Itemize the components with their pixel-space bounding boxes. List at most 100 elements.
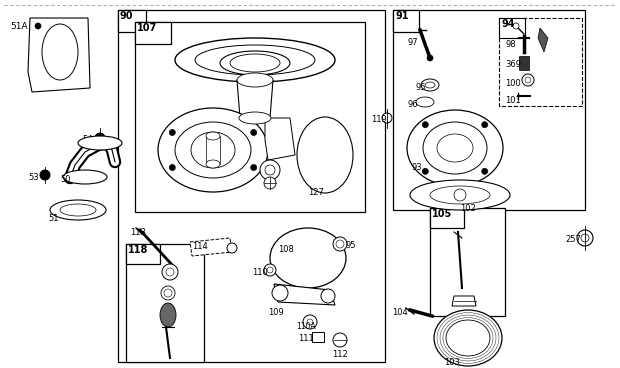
Ellipse shape <box>175 38 335 82</box>
Ellipse shape <box>423 122 487 174</box>
Circle shape <box>422 122 428 128</box>
Text: 103: 103 <box>444 358 460 367</box>
Polygon shape <box>274 284 335 305</box>
Ellipse shape <box>206 160 220 168</box>
Text: 119: 119 <box>371 115 387 124</box>
Circle shape <box>581 234 589 242</box>
Ellipse shape <box>60 204 96 216</box>
Polygon shape <box>538 28 548 52</box>
Circle shape <box>482 168 488 174</box>
Bar <box>126 244 160 264</box>
Circle shape <box>250 164 257 170</box>
Circle shape <box>382 113 392 123</box>
Text: 109: 109 <box>268 308 284 317</box>
Text: 93: 93 <box>412 163 423 172</box>
Ellipse shape <box>160 303 176 327</box>
Circle shape <box>260 160 280 180</box>
Text: 96: 96 <box>408 100 419 109</box>
Ellipse shape <box>50 200 106 220</box>
Circle shape <box>454 189 466 201</box>
Ellipse shape <box>297 117 353 193</box>
Circle shape <box>522 74 534 86</box>
Circle shape <box>482 122 488 128</box>
Polygon shape <box>452 296 476 306</box>
Text: 114: 114 <box>192 242 208 251</box>
Bar <box>118 10 146 32</box>
Text: 110: 110 <box>252 268 268 277</box>
Ellipse shape <box>191 132 235 168</box>
Bar <box>393 10 585 210</box>
Ellipse shape <box>270 228 346 288</box>
Text: 369: 369 <box>505 60 521 69</box>
Text: 111: 111 <box>298 334 314 343</box>
Ellipse shape <box>437 134 473 162</box>
Bar <box>393 10 419 32</box>
Text: 94: 94 <box>501 19 515 29</box>
Ellipse shape <box>239 112 271 124</box>
Ellipse shape <box>446 320 490 356</box>
Circle shape <box>40 170 50 180</box>
Circle shape <box>267 267 273 273</box>
Circle shape <box>513 23 519 29</box>
Bar <box>430 208 464 228</box>
Circle shape <box>525 77 531 83</box>
Text: 54: 54 <box>82 135 92 144</box>
Bar <box>118 10 385 362</box>
Ellipse shape <box>421 79 439 91</box>
Circle shape <box>95 133 105 143</box>
Polygon shape <box>190 238 232 256</box>
Polygon shape <box>237 80 273 118</box>
Text: 91: 91 <box>395 11 409 21</box>
Circle shape <box>161 286 175 300</box>
Text: 53: 53 <box>28 173 38 182</box>
Ellipse shape <box>175 122 251 178</box>
Text: 51: 51 <box>48 214 58 223</box>
Text: 50: 50 <box>60 175 71 184</box>
Text: 110A: 110A <box>296 322 316 331</box>
Text: 95: 95 <box>415 83 425 92</box>
Text: 101: 101 <box>505 96 521 105</box>
Text: 98: 98 <box>505 40 516 49</box>
Text: 127: 127 <box>308 188 324 197</box>
Ellipse shape <box>206 132 220 140</box>
Ellipse shape <box>430 186 490 204</box>
Text: 97: 97 <box>408 38 419 47</box>
Ellipse shape <box>42 24 78 80</box>
Bar <box>519 56 529 70</box>
Circle shape <box>164 289 172 297</box>
Bar <box>135 22 365 212</box>
Circle shape <box>169 164 175 170</box>
Circle shape <box>162 264 178 280</box>
Circle shape <box>264 264 276 276</box>
Polygon shape <box>265 118 295 160</box>
Bar <box>430 208 505 316</box>
Ellipse shape <box>407 110 503 186</box>
Ellipse shape <box>410 180 510 210</box>
Circle shape <box>303 315 317 329</box>
Bar <box>126 244 204 362</box>
Bar <box>135 22 171 44</box>
Text: 113: 113 <box>130 228 146 237</box>
Text: 104: 104 <box>392 308 408 317</box>
Ellipse shape <box>63 170 107 184</box>
Ellipse shape <box>230 54 280 72</box>
Ellipse shape <box>220 51 290 75</box>
Bar <box>499 18 525 38</box>
Text: 257: 257 <box>565 235 581 244</box>
Ellipse shape <box>195 45 315 75</box>
Circle shape <box>333 333 347 347</box>
Ellipse shape <box>425 82 435 88</box>
Ellipse shape <box>78 136 122 150</box>
Polygon shape <box>28 18 90 92</box>
Circle shape <box>321 289 335 303</box>
Circle shape <box>333 237 347 251</box>
Ellipse shape <box>237 73 273 87</box>
Circle shape <box>422 168 428 174</box>
Text: 105: 105 <box>432 209 452 219</box>
Bar <box>312 332 324 342</box>
Circle shape <box>169 130 175 135</box>
Circle shape <box>250 130 257 135</box>
Text: 95: 95 <box>345 241 355 250</box>
Text: 90: 90 <box>120 11 133 21</box>
Circle shape <box>272 285 288 301</box>
